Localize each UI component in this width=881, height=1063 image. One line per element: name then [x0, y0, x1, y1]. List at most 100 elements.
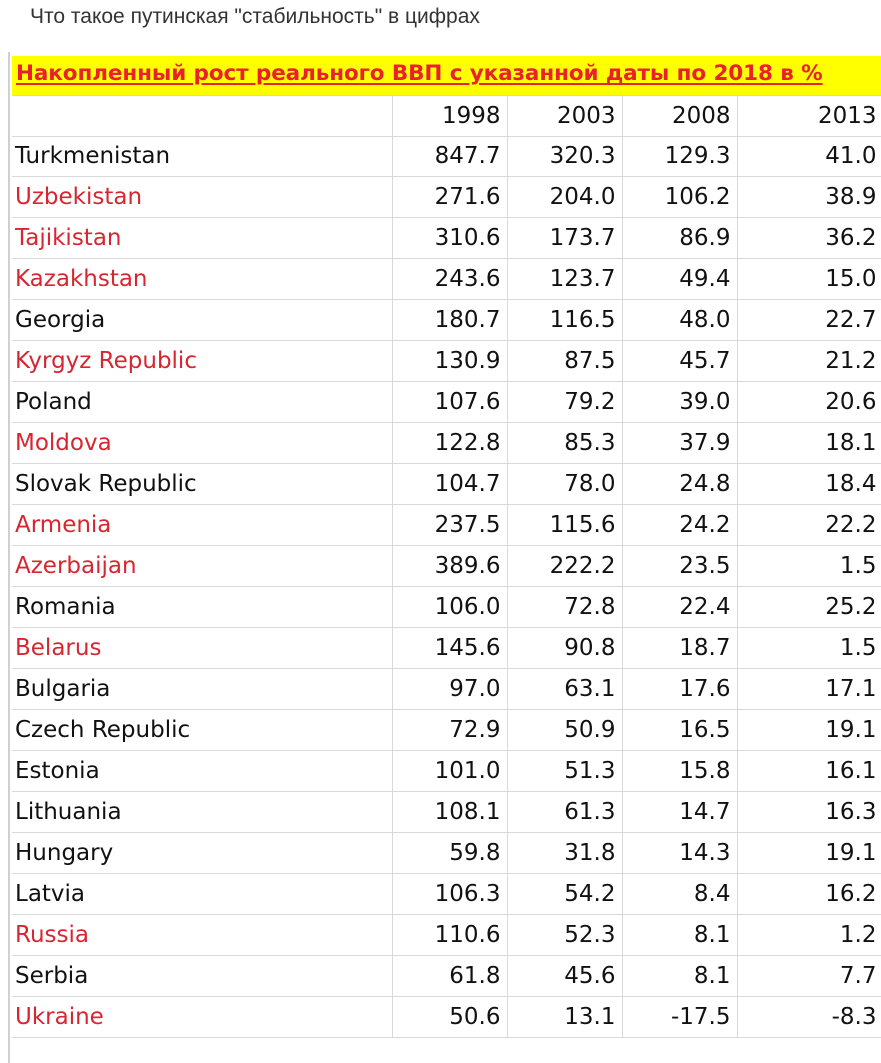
table-row: Czech Republic 72.9 50.9 16.5 19.1	[12, 709, 881, 751]
table-row: Lithuania 108.1 61.3 14.7 16.3	[12, 791, 881, 833]
table-row: Moldova 122.8 85.3 37.9 18.1	[12, 422, 881, 464]
value-cell-1998: 847.7	[392, 136, 508, 177]
country-name-cell: Russia	[12, 914, 393, 956]
value-cell-1998: 59.8	[392, 832, 508, 874]
value-cell-1998: 271.6	[392, 176, 508, 218]
table-row: Armenia 237.5 115.6 24.2 22.2	[12, 504, 881, 546]
value-cell-2003: 116.5	[507, 299, 623, 341]
value-cell-2003: 45.6	[507, 955, 623, 997]
table-row: Belarus 145.6 90.8 18.7 1.5	[12, 627, 881, 669]
table-row: Georgia 180.7 116.5 48.0 22.7	[12, 299, 881, 341]
value-cell-2013: 25.2	[737, 586, 881, 628]
value-cell-2003: 63.1	[507, 668, 623, 710]
value-cell-2008: 24.2	[622, 504, 738, 546]
value-cell-2013: 21.2	[737, 340, 881, 382]
value-cell-2013: 18.4	[737, 463, 881, 505]
table-row: Ukraine 50.6 13.1 -17.5 -8.3	[12, 996, 881, 1038]
table-row: Bulgaria 97.0 63.1 17.6 17.1	[12, 668, 881, 710]
value-cell-2008: 17.6	[622, 668, 738, 710]
value-cell-2008: 16.5	[622, 709, 738, 751]
column-header-2003: 2003	[507, 96, 623, 137]
table-row: Kyrgyz Republic 130.9 87.5 45.7 21.2	[12, 340, 881, 382]
post-title: Что такое путинская "стабильность" в циф…	[30, 5, 480, 28]
value-cell-1998: 180.7	[392, 299, 508, 341]
value-cell-2008: 22.4	[622, 586, 738, 628]
value-cell-2013: 22.2	[737, 504, 881, 546]
value-cell-2008: 106.2	[622, 176, 738, 218]
value-cell-1998: 310.6	[392, 217, 508, 259]
country-name-cell: Belarus	[12, 627, 393, 669]
value-cell-2008: 8.1	[622, 955, 738, 997]
value-cell-2013: 19.1	[737, 709, 881, 751]
value-cell-2013: 41.0	[737, 136, 881, 177]
value-cell-1998: 243.6	[392, 258, 508, 300]
value-cell-2013: 36.2	[737, 217, 881, 259]
value-cell-1998: 130.9	[392, 340, 508, 382]
country-name-cell: Turkmenistan	[12, 136, 393, 177]
value-cell-2003: 31.8	[507, 832, 623, 874]
value-cell-2008: 48.0	[622, 299, 738, 341]
country-name-cell: Moldova	[12, 422, 393, 464]
value-cell-2013: 18.1	[737, 422, 881, 464]
country-name-cell: Georgia	[12, 299, 393, 341]
table-row: Slovak Republic 104.7 78.0 24.8 18.4	[12, 463, 881, 505]
value-cell-1998: 237.5	[392, 504, 508, 546]
table-title: Накопленный рост реального ВВП с указанн…	[16, 61, 823, 86]
table-row: Uzbekistan 271.6 204.0 106.2 38.9	[12, 176, 881, 218]
value-cell-2008: 39.0	[622, 381, 738, 423]
value-cell-1998: 145.6	[392, 627, 508, 669]
table-row: Azerbaijan 389.6 222.2 23.5 1.5	[12, 545, 881, 587]
value-cell-1998: 50.6	[392, 996, 508, 1038]
value-cell-1998: 122.8	[392, 422, 508, 464]
table-row: Turkmenistan 847.7 320.3 129.3 41.0	[12, 136, 881, 177]
value-cell-1998: 101.0	[392, 750, 508, 792]
value-cell-2003: 320.3	[507, 136, 623, 177]
column-header-1998: 1998	[392, 96, 508, 137]
value-cell-2008: 8.1	[622, 914, 738, 956]
value-cell-2008: 129.3	[622, 136, 738, 177]
table-row: Poland 107.6 79.2 39.0 20.6	[12, 381, 881, 423]
spreadsheet-image: Накопленный рост реального ВВП с указанн…	[8, 52, 881, 1063]
value-cell-2013: 7.7	[737, 955, 881, 997]
value-cell-2003: 50.9	[507, 709, 623, 751]
value-cell-1998: 97.0	[392, 668, 508, 710]
table-row: Russia 110.6 52.3 8.1 1.2	[12, 914, 881, 956]
header-row: 1998 2003 2008 2013	[12, 96, 881, 137]
country-name-cell: Kyrgyz Republic	[12, 340, 393, 382]
country-name-cell: Hungary	[12, 832, 393, 874]
value-cell-2013: 22.7	[737, 299, 881, 341]
value-cell-2003: 85.3	[507, 422, 623, 464]
value-cell-2003: 79.2	[507, 381, 623, 423]
table-row: Romania 106.0 72.8 22.4 25.2	[12, 586, 881, 628]
table-row: Kazakhstan 243.6 123.7 49.4 15.0	[12, 258, 881, 300]
country-name-cell: Tajikistan	[12, 217, 393, 259]
value-cell-2008: 24.8	[622, 463, 738, 505]
value-cell-2008: 14.3	[622, 832, 738, 874]
value-cell-2003: 51.3	[507, 750, 623, 792]
table-title-banner: Накопленный рост реального ВВП с указанн…	[12, 56, 881, 96]
country-name-cell: Armenia	[12, 504, 393, 546]
country-name-cell: Latvia	[12, 873, 393, 915]
value-cell-1998: 106.3	[392, 873, 508, 915]
value-cell-1998: 389.6	[392, 545, 508, 587]
country-name-cell: Azerbaijan	[12, 545, 393, 587]
country-name-cell: Poland	[12, 381, 393, 423]
column-header-2008: 2008	[622, 96, 738, 137]
value-cell-2003: 87.5	[507, 340, 623, 382]
value-cell-2013: -8.3	[737, 996, 881, 1038]
table-body: Turkmenistan 847.7 320.3 129.3 41.0 Uzbekista…	[12, 136, 881, 1038]
table-row: Tajikistan 310.6 173.7 86.9 36.2	[12, 217, 881, 259]
value-cell-1998: 108.1	[392, 791, 508, 833]
value-cell-2013: 16.2	[737, 873, 881, 915]
value-cell-2013: 1.5	[737, 627, 881, 669]
value-cell-2003: 204.0	[507, 176, 623, 218]
value-cell-1998: 106.0	[392, 586, 508, 628]
value-cell-2013: 17.1	[737, 668, 881, 710]
value-cell-2013: 1.5	[737, 545, 881, 587]
value-cell-2008: 45.7	[622, 340, 738, 382]
value-cell-2008: 23.5	[622, 545, 738, 587]
value-cell-2008: 14.7	[622, 791, 738, 833]
value-cell-2003: 52.3	[507, 914, 623, 956]
value-cell-2008: 37.9	[622, 422, 738, 464]
